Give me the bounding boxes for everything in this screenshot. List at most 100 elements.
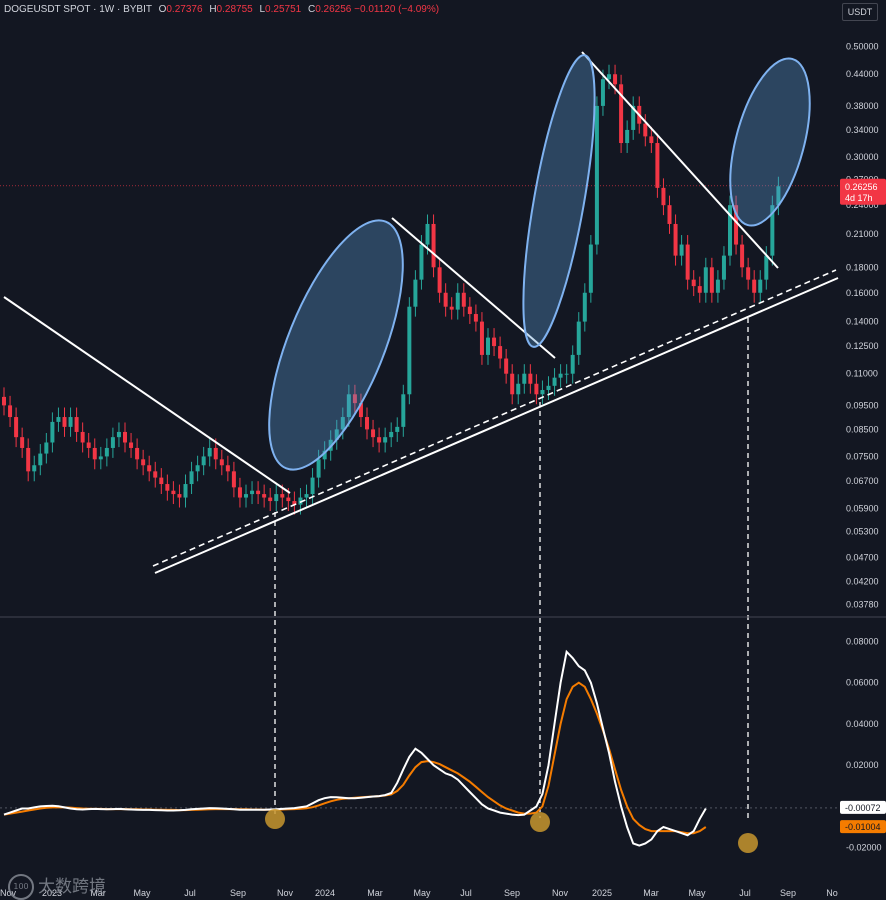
candle-body bbox=[673, 223, 678, 256]
watermark: 100 大数跨境 bbox=[8, 872, 106, 900]
time-axis[interactable]: Nov 2023 Mar May Jul Sep Nov 2024 Mar May Jul Sep No… bbox=[0, 888, 838, 898]
crossover-marker bbox=[265, 809, 285, 829]
time-tick-label: No bbox=[826, 888, 838, 898]
candle-body bbox=[153, 471, 158, 478]
macd-axis[interactable]: 0.08000 0.06000 0.04000 0.02000 -0.02000 -0.0… bbox=[0, 636, 886, 853]
last-price-countdown: 4d 17h bbox=[845, 193, 873, 203]
high-value: 0.28755 bbox=[216, 4, 253, 15]
macd-line bbox=[3, 649, 707, 847]
candle-body bbox=[679, 244, 684, 256]
candle-body bbox=[195, 465, 200, 472]
candle-body bbox=[607, 74, 611, 80]
candle-body bbox=[685, 244, 690, 280]
candle-body bbox=[728, 205, 732, 256]
candle-body bbox=[389, 431, 394, 438]
time-tick-label: 2024 bbox=[315, 888, 335, 898]
candle-body bbox=[237, 487, 242, 498]
macd-tick-label: -0.02000 bbox=[846, 843, 882, 853]
candle-body bbox=[600, 79, 605, 106]
candle-body bbox=[413, 279, 418, 307]
candle-body bbox=[201, 456, 206, 466]
candle-body bbox=[383, 437, 388, 443]
candle-body bbox=[280, 494, 285, 498]
downtrend-line-2 bbox=[391, 217, 556, 359]
open-value: 0.27376 bbox=[166, 4, 203, 15]
candle-body bbox=[32, 465, 37, 472]
candle-body bbox=[231, 471, 236, 488]
candle-body bbox=[304, 494, 309, 498]
candle-body bbox=[50, 421, 55, 443]
candle-body bbox=[352, 394, 357, 404]
currency-button[interactable]: USDT bbox=[842, 3, 878, 21]
low-label: L bbox=[259, 4, 266, 15]
candle-body bbox=[334, 429, 339, 440]
time-tick-label: Jul bbox=[739, 888, 751, 898]
candle-body bbox=[20, 437, 25, 448]
price-tick-label: 0.30000 bbox=[846, 152, 879, 162]
price-tick-label: 0.04200 bbox=[846, 577, 879, 587]
candle-body bbox=[44, 442, 49, 454]
candle-body bbox=[189, 471, 194, 485]
price-tick-label: 0.16000 bbox=[846, 288, 879, 298]
symbol-label[interactable]: DOGEUSDT SPOT · 1W · BYBIT bbox=[4, 4, 152, 15]
candle-body bbox=[691, 279, 696, 287]
candle-body bbox=[649, 136, 654, 144]
candle-body bbox=[546, 385, 551, 391]
candle-body bbox=[522, 373, 527, 384]
time-tick-label: Mar bbox=[90, 888, 106, 898]
candle-body bbox=[244, 494, 248, 498]
macd-tick-label: 0.06000 bbox=[846, 678, 879, 688]
candle-body bbox=[322, 450, 327, 460]
close-value: 0.26256 bbox=[315, 4, 352, 15]
candle-body bbox=[534, 383, 539, 395]
candle-body bbox=[594, 105, 599, 245]
candle-body bbox=[147, 465, 152, 472]
price-tick-label: 0.12500 bbox=[846, 341, 879, 351]
candle-body bbox=[540, 390, 545, 395]
candle-body bbox=[619, 84, 624, 144]
candle-body bbox=[286, 497, 291, 502]
macd-last-value: -0.00072 bbox=[845, 803, 881, 813]
candle-body bbox=[310, 477, 315, 495]
markers bbox=[265, 809, 758, 853]
candle-body bbox=[667, 205, 672, 224]
candle-body bbox=[129, 442, 134, 448]
last-price-badge[interactable] bbox=[840, 178, 886, 205]
price-axis[interactable]: 0.500000.440000.380000.340000.300000.270… bbox=[0, 42, 886, 610]
candle-body bbox=[316, 459, 321, 478]
close-label: C bbox=[307, 4, 316, 15]
candle-body bbox=[552, 377, 557, 386]
macd-last-badge bbox=[840, 800, 886, 814]
highlight-ellipse-2 bbox=[522, 54, 596, 348]
time-tick-label: Mar bbox=[367, 888, 383, 898]
candle-body bbox=[746, 267, 751, 280]
price-tick-label: 0.05300 bbox=[846, 526, 879, 536]
candle-body bbox=[425, 223, 430, 245]
candle-body bbox=[2, 396, 6, 406]
candles bbox=[2, 64, 781, 515]
time-tick-label: Sep bbox=[230, 888, 246, 898]
candle-body bbox=[461, 292, 466, 307]
candle-body bbox=[576, 321, 581, 355]
candle-body bbox=[56, 417, 61, 422]
downtrend-line-3 bbox=[581, 51, 779, 269]
price-tick-label: 0.24000 bbox=[846, 200, 879, 210]
candle-body bbox=[62, 417, 67, 427]
time-tick-label: May bbox=[133, 888, 151, 898]
candle-body bbox=[268, 497, 273, 502]
macd-tick-label: 0.04000 bbox=[846, 719, 879, 729]
candle-body bbox=[776, 186, 781, 206]
candle-body bbox=[177, 494, 182, 498]
time-tick-label: Sep bbox=[780, 888, 796, 898]
low-value: 0.25751 bbox=[265, 4, 302, 15]
candle-body bbox=[770, 205, 775, 256]
candle-body bbox=[697, 286, 702, 293]
highlight-ellipse-3 bbox=[729, 57, 811, 227]
candle-body bbox=[504, 358, 509, 374]
price-tick-label: 0.34000 bbox=[846, 125, 879, 135]
candle-body bbox=[14, 417, 19, 438]
candle-body bbox=[377, 437, 382, 443]
candle-body bbox=[419, 244, 424, 280]
time-tick-label: Jul bbox=[184, 888, 196, 898]
